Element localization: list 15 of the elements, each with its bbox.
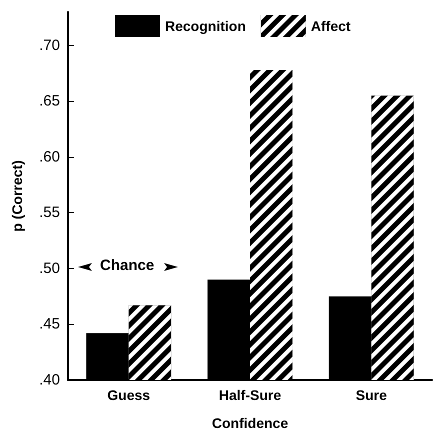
y-tick-label: .70 [39,36,60,54]
y-tick-label: .65 [39,92,60,110]
y-tick-label: .50 [39,260,60,277]
x-axis-title: Confidence [212,415,288,431]
y-axis-title: p (Correct) [9,160,25,232]
y-tick-label: .45 [39,316,60,333]
annotation: Chance [100,257,154,274]
x-tick-label: Sure [356,387,388,403]
y-tick-label: .60 [39,148,60,166]
legend-label: Recognition [165,18,246,34]
x-tick-label: Half-Sure [218,387,282,403]
x-tick-label: Guess [107,387,150,403]
legend-label: Affect [310,18,351,34]
y-tick-label: .55 [39,204,60,222]
y-tick-label: .40 [39,372,60,388]
